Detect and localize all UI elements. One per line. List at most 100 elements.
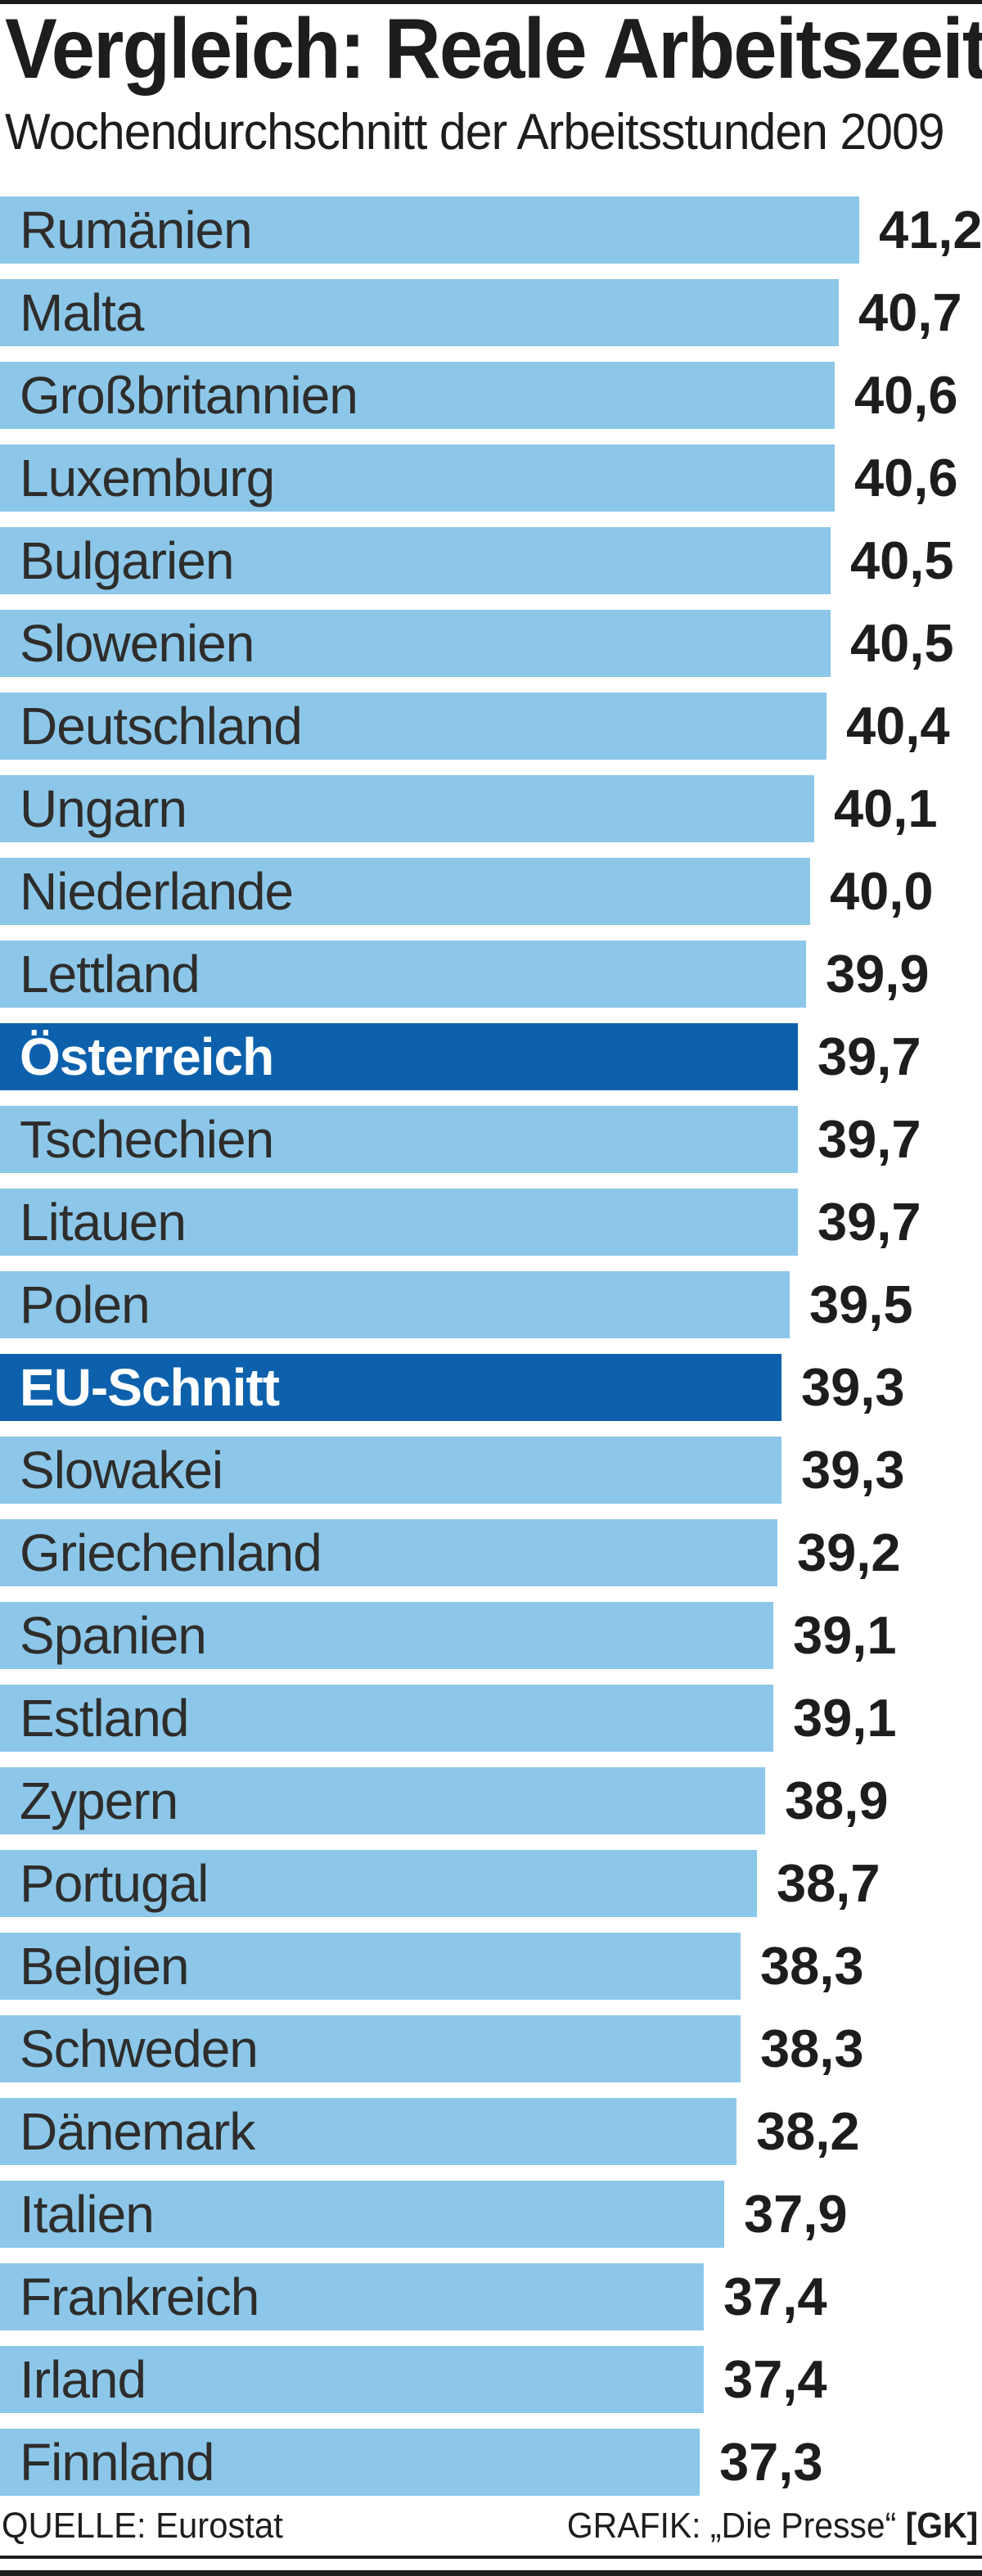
bar-value: 41,2 <box>879 200 982 259</box>
bar-row: Großbritannien 40,6 <box>0 362 982 429</box>
bar: Malta <box>0 279 839 346</box>
bar-row: Irland 37,4 <box>0 2346 982 2413</box>
bar-label: Belgien <box>20 1937 189 1996</box>
bar-value: 40,6 <box>854 365 958 425</box>
bar-row: Luxemburg 40,6 <box>0 444 982 512</box>
bar: Rumänien <box>0 196 859 264</box>
bar: Dänemark <box>0 2098 736 2165</box>
bar-label: Griechenland <box>20 1523 322 1582</box>
footer-credit-text: GRAFIK: „Die Presse“ <box>566 2506 896 2546</box>
footer-credit: GRAFIK: „Die Presse“ [GK] <box>567 2508 978 2544</box>
bar-highlight: Österreich <box>0 1023 798 1090</box>
bar-label: Österreich <box>20 1027 274 1086</box>
bar-row: Tschechien 39,7 <box>0 1106 982 1173</box>
bar-label: Großbritannien <box>20 366 358 425</box>
bar: Slowenien <box>0 610 831 677</box>
bar-label: Dänemark <box>20 2102 255 2161</box>
bar-label: Slowakei <box>20 1441 223 1500</box>
bar: Ungarn <box>0 775 814 842</box>
bar-label: Finnland <box>20 2433 214 2492</box>
bar-label: Deutschland <box>20 697 303 756</box>
bar-value: 39,7 <box>818 1192 921 1252</box>
bar: Großbritannien <box>0 362 835 429</box>
bottom-thin-rule <box>0 2556 982 2559</box>
chart-subtitle: Wochendurchschnitt der Arbeitsstunden 20… <box>5 104 945 160</box>
bar-label: Polen <box>20 1275 151 1334</box>
bar-value: 37,4 <box>723 2267 827 2326</box>
bar-label: Irland <box>20 2350 146 2409</box>
bar: Spanien <box>0 1602 773 1669</box>
bar-value: 40,5 <box>850 530 954 590</box>
bar-value: 39,9 <box>826 944 930 1004</box>
bar: Frankreich <box>0 2263 704 2330</box>
bar-value: 40,1 <box>834 778 938 838</box>
bar-label: Zypern <box>20 1771 178 1830</box>
bar-label: Ungarn <box>20 779 187 838</box>
bar-label: Rumänien <box>20 201 253 259</box>
bar-row: Deutschland 40,4 <box>0 692 982 760</box>
bar-row: Malta 40,7 <box>0 279 982 346</box>
bar-row: Slowenien 40,5 <box>0 610 982 677</box>
bar-row: Polen 39,5 <box>0 1271 982 1338</box>
bar-label: Lettland <box>20 945 200 1004</box>
bar-row: Österreich 39,7 <box>0 1023 982 1090</box>
bar-row: Bulgarien 40,5 <box>0 527 982 594</box>
bar: Belgien <box>0 1933 741 2000</box>
bar-row: Schweden 38,3 <box>0 2015 982 2082</box>
bar-row: Litauen 39,7 <box>0 1189 982 1256</box>
bar-row: Belgien 38,3 <box>0 1933 982 2000</box>
bar-value: 37,4 <box>723 2349 827 2409</box>
bars: Rumänien 41,2 Malta 40,7 Großbritannien 40,6 L… <box>0 196 982 2511</box>
footer-credit-tag: [GK] <box>905 2506 978 2546</box>
bar-value: 39,2 <box>797 1523 901 1582</box>
bar-value: 40,7 <box>858 282 962 342</box>
bar: Deutschland <box>0 692 827 760</box>
bar: Tschechien <box>0 1106 798 1173</box>
bottom-thick-rule <box>0 2570 982 2576</box>
bar-value: 40,4 <box>846 696 950 756</box>
bar: Slowakei <box>0 1437 782 1504</box>
bar-row: Estland 39,1 <box>0 1685 982 1752</box>
bar-value: 39,1 <box>793 1605 897 1665</box>
bar-label: Italien <box>20 2185 155 2244</box>
bar-value: 38,3 <box>760 2019 864 2078</box>
bar-value: 39,7 <box>818 1109 921 1169</box>
top-rule <box>0 0 982 4</box>
bar-value: 37,9 <box>744 2184 848 2244</box>
bar-value: 39,3 <box>801 1357 905 1417</box>
bar: Luxemburg <box>0 444 835 512</box>
bar: Bulgarien <box>0 527 831 594</box>
bar-label: Portugal <box>20 1854 209 1913</box>
bar-label: Frankreich <box>20 2267 259 2326</box>
bar-row: Portugal 38,7 <box>0 1850 982 1917</box>
bar-label: Bulgarien <box>20 531 234 590</box>
bar-row: Spanien 39,1 <box>0 1602 982 1669</box>
bar-label: Tschechien <box>20 1110 274 1169</box>
bar: Griechenland <box>0 1519 777 1586</box>
bar-row: EU-Schnitt 39,3 <box>0 1354 982 1421</box>
bar-label: Slowenien <box>20 614 255 673</box>
bar: Finnland <box>0 2429 700 2496</box>
bar-value: 38,7 <box>777 1853 881 1913</box>
bar-value: 37,3 <box>719 2432 823 2492</box>
bar: Polen <box>0 1271 790 1338</box>
bar-row: Slowakei 39,3 <box>0 1437 982 1504</box>
bar-row: Rumänien 41,2 <box>0 196 982 264</box>
footer-source: QUELLE: Eurostat <box>2 2506 283 2546</box>
bar-label: Niederlande <box>20 862 294 921</box>
bar-row: Zypern 38,9 <box>0 1767 982 1834</box>
bar: Litauen <box>0 1189 798 1256</box>
bar-value: 38,3 <box>760 1936 864 1996</box>
bar-label: Estland <box>20 1689 189 1748</box>
bar: Estland <box>0 1685 773 1752</box>
bar: Zypern <box>0 1767 765 1834</box>
chart-title: Vergleich: Reale Arbeitszeit <box>5 2 982 97</box>
bar-highlight: EU-Schnitt <box>0 1354 782 1421</box>
bar: Italien <box>0 2181 724 2248</box>
bar-value: 40,0 <box>830 861 934 921</box>
bar-label: Luxemburg <box>20 449 275 508</box>
bar: Portugal <box>0 1850 757 1917</box>
bar-value: 39,3 <box>801 1440 905 1500</box>
bar-label: Litauen <box>20 1193 187 1252</box>
